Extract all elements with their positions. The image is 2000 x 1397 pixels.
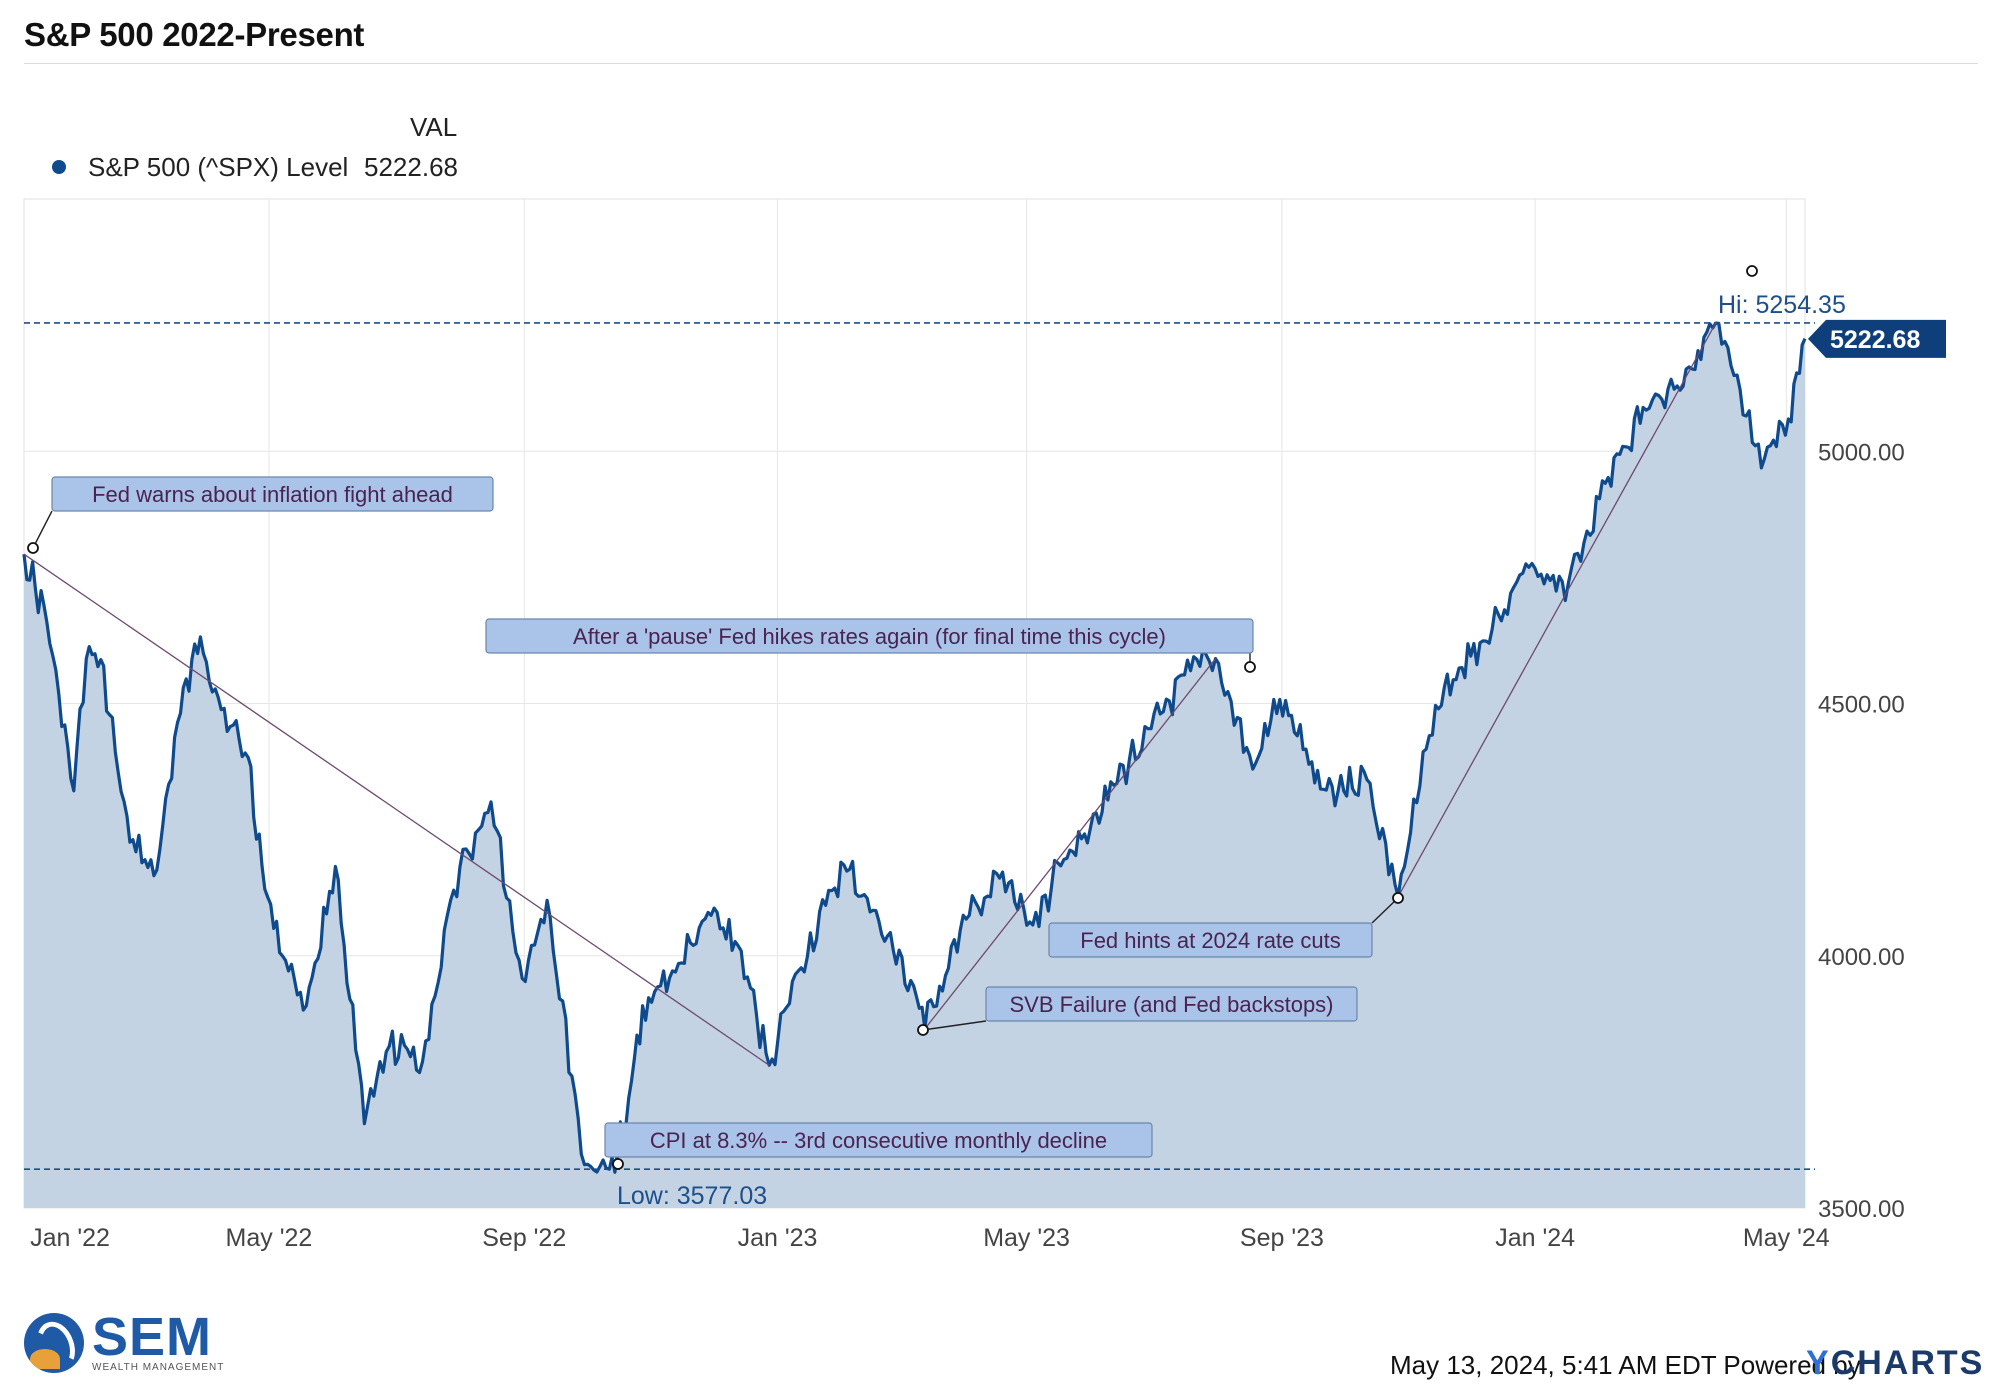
- y-tick-label: 3500.00: [1818, 1196, 1905, 1223]
- x-tick-label: May '22: [226, 1224, 313, 1252]
- annotation-label: SVB Failure (and Fed backstops): [1009, 992, 1333, 1017]
- trend-line: [1397, 322, 1717, 898]
- last-value-tag-label: 5222.68: [1830, 326, 1920, 354]
- legend-row[interactable]: S&P 500 (^SPX) Level 5222.68: [52, 150, 458, 184]
- series-line: [22, 321, 1807, 1174]
- y-tick-label: 4000.00: [1818, 944, 1905, 971]
- peak-anchor-marker: [1746, 265, 1758, 277]
- annotation-anchor-marker: [1392, 892, 1404, 904]
- annotation-anchor-marker: [27, 542, 39, 554]
- y-tick-label: 4500.00: [1818, 692, 1905, 719]
- ycharts-logo-text: CHARTS: [1830, 1344, 1985, 1382]
- annotation-box: [1048, 922, 1373, 958]
- legend-series-value: 5222.68: [364, 151, 458, 182]
- sem-logo-word: SEM: [92, 1307, 213, 1367]
- high-reference-label: Hi: 5254.35: [1718, 291, 1846, 319]
- x-tick-label: Sep '22: [482, 1224, 566, 1252]
- annotation-box: [485, 618, 1254, 654]
- title-divider: [24, 63, 1978, 64]
- x-tick-label: Sep '23: [1240, 1224, 1324, 1252]
- footer-timestamp: May 13, 2024, 5:41 AM EDT Powered by: [1390, 1350, 1861, 1381]
- low-reference-label: Low: 3577.03: [617, 1182, 767, 1210]
- annotation-label: Fed warns about inflation fight ahead: [92, 482, 453, 507]
- x-tick-label: Jan '22: [30, 1224, 110, 1252]
- powered-by-text: Powered by: [1723, 1350, 1861, 1380]
- last-value-tag: [1808, 319, 1946, 358]
- annotation-box: [604, 1122, 1153, 1158]
- annotation-label: Fed hints at 2024 rate cuts: [1080, 928, 1341, 953]
- annotation-label: CPI at 8.3% -- 3rd consecutive monthly d…: [650, 1128, 1107, 1153]
- annotation-box: [51, 476, 494, 512]
- ycharts-logo-y: Y: [1806, 1344, 1831, 1382]
- legend-series-name: S&P 500 (^SPX) Level: [88, 151, 349, 182]
- y-tick-label: 5000.00: [1818, 439, 1905, 466]
- chart-title: S&P 500 2022-Present: [24, 16, 365, 53]
- annotation-leader-line: [922, 1020, 987, 1031]
- trend-line: [23, 553, 770, 1066]
- annotation-label: After a 'pause' Fed hikes rates again (f…: [573, 624, 1166, 649]
- ycharts-logo[interactable]: YCHARTS: [1806, 1344, 1984, 1383]
- annotation-anchor-marker: [1244, 661, 1256, 673]
- annotation-anchor-marker: [612, 1158, 624, 1170]
- legend-column-header: VAL: [410, 112, 458, 142]
- annotation-leader-line: [1371, 897, 1399, 924]
- annotation-leader-line: [32, 510, 53, 549]
- trend-line: [924, 658, 1216, 1030]
- x-tick-label: May '24: [1743, 1224, 1830, 1252]
- sem-logo-subtext: WEALTH MANAGEMENT: [92, 1362, 225, 1373]
- x-tick-label: May '23: [983, 1224, 1070, 1252]
- legend-series-dot-icon: [52, 160, 66, 174]
- x-tick-label: Jan '23: [738, 1224, 818, 1252]
- series-area-fill: [24, 323, 1805, 1209]
- sem-logo: SEM WEALTH MANAGEMENT: [24, 1307, 225, 1373]
- annotation-box: [985, 986, 1358, 1022]
- x-tick-label: Jan '24: [1495, 1224, 1575, 1252]
- sem-logo-icon: [24, 1312, 84, 1373]
- timestamp-text: May 13, 2024, 5:41 AM EDT: [1390, 1350, 1717, 1380]
- annotation-anchor-marker: [917, 1024, 929, 1036]
